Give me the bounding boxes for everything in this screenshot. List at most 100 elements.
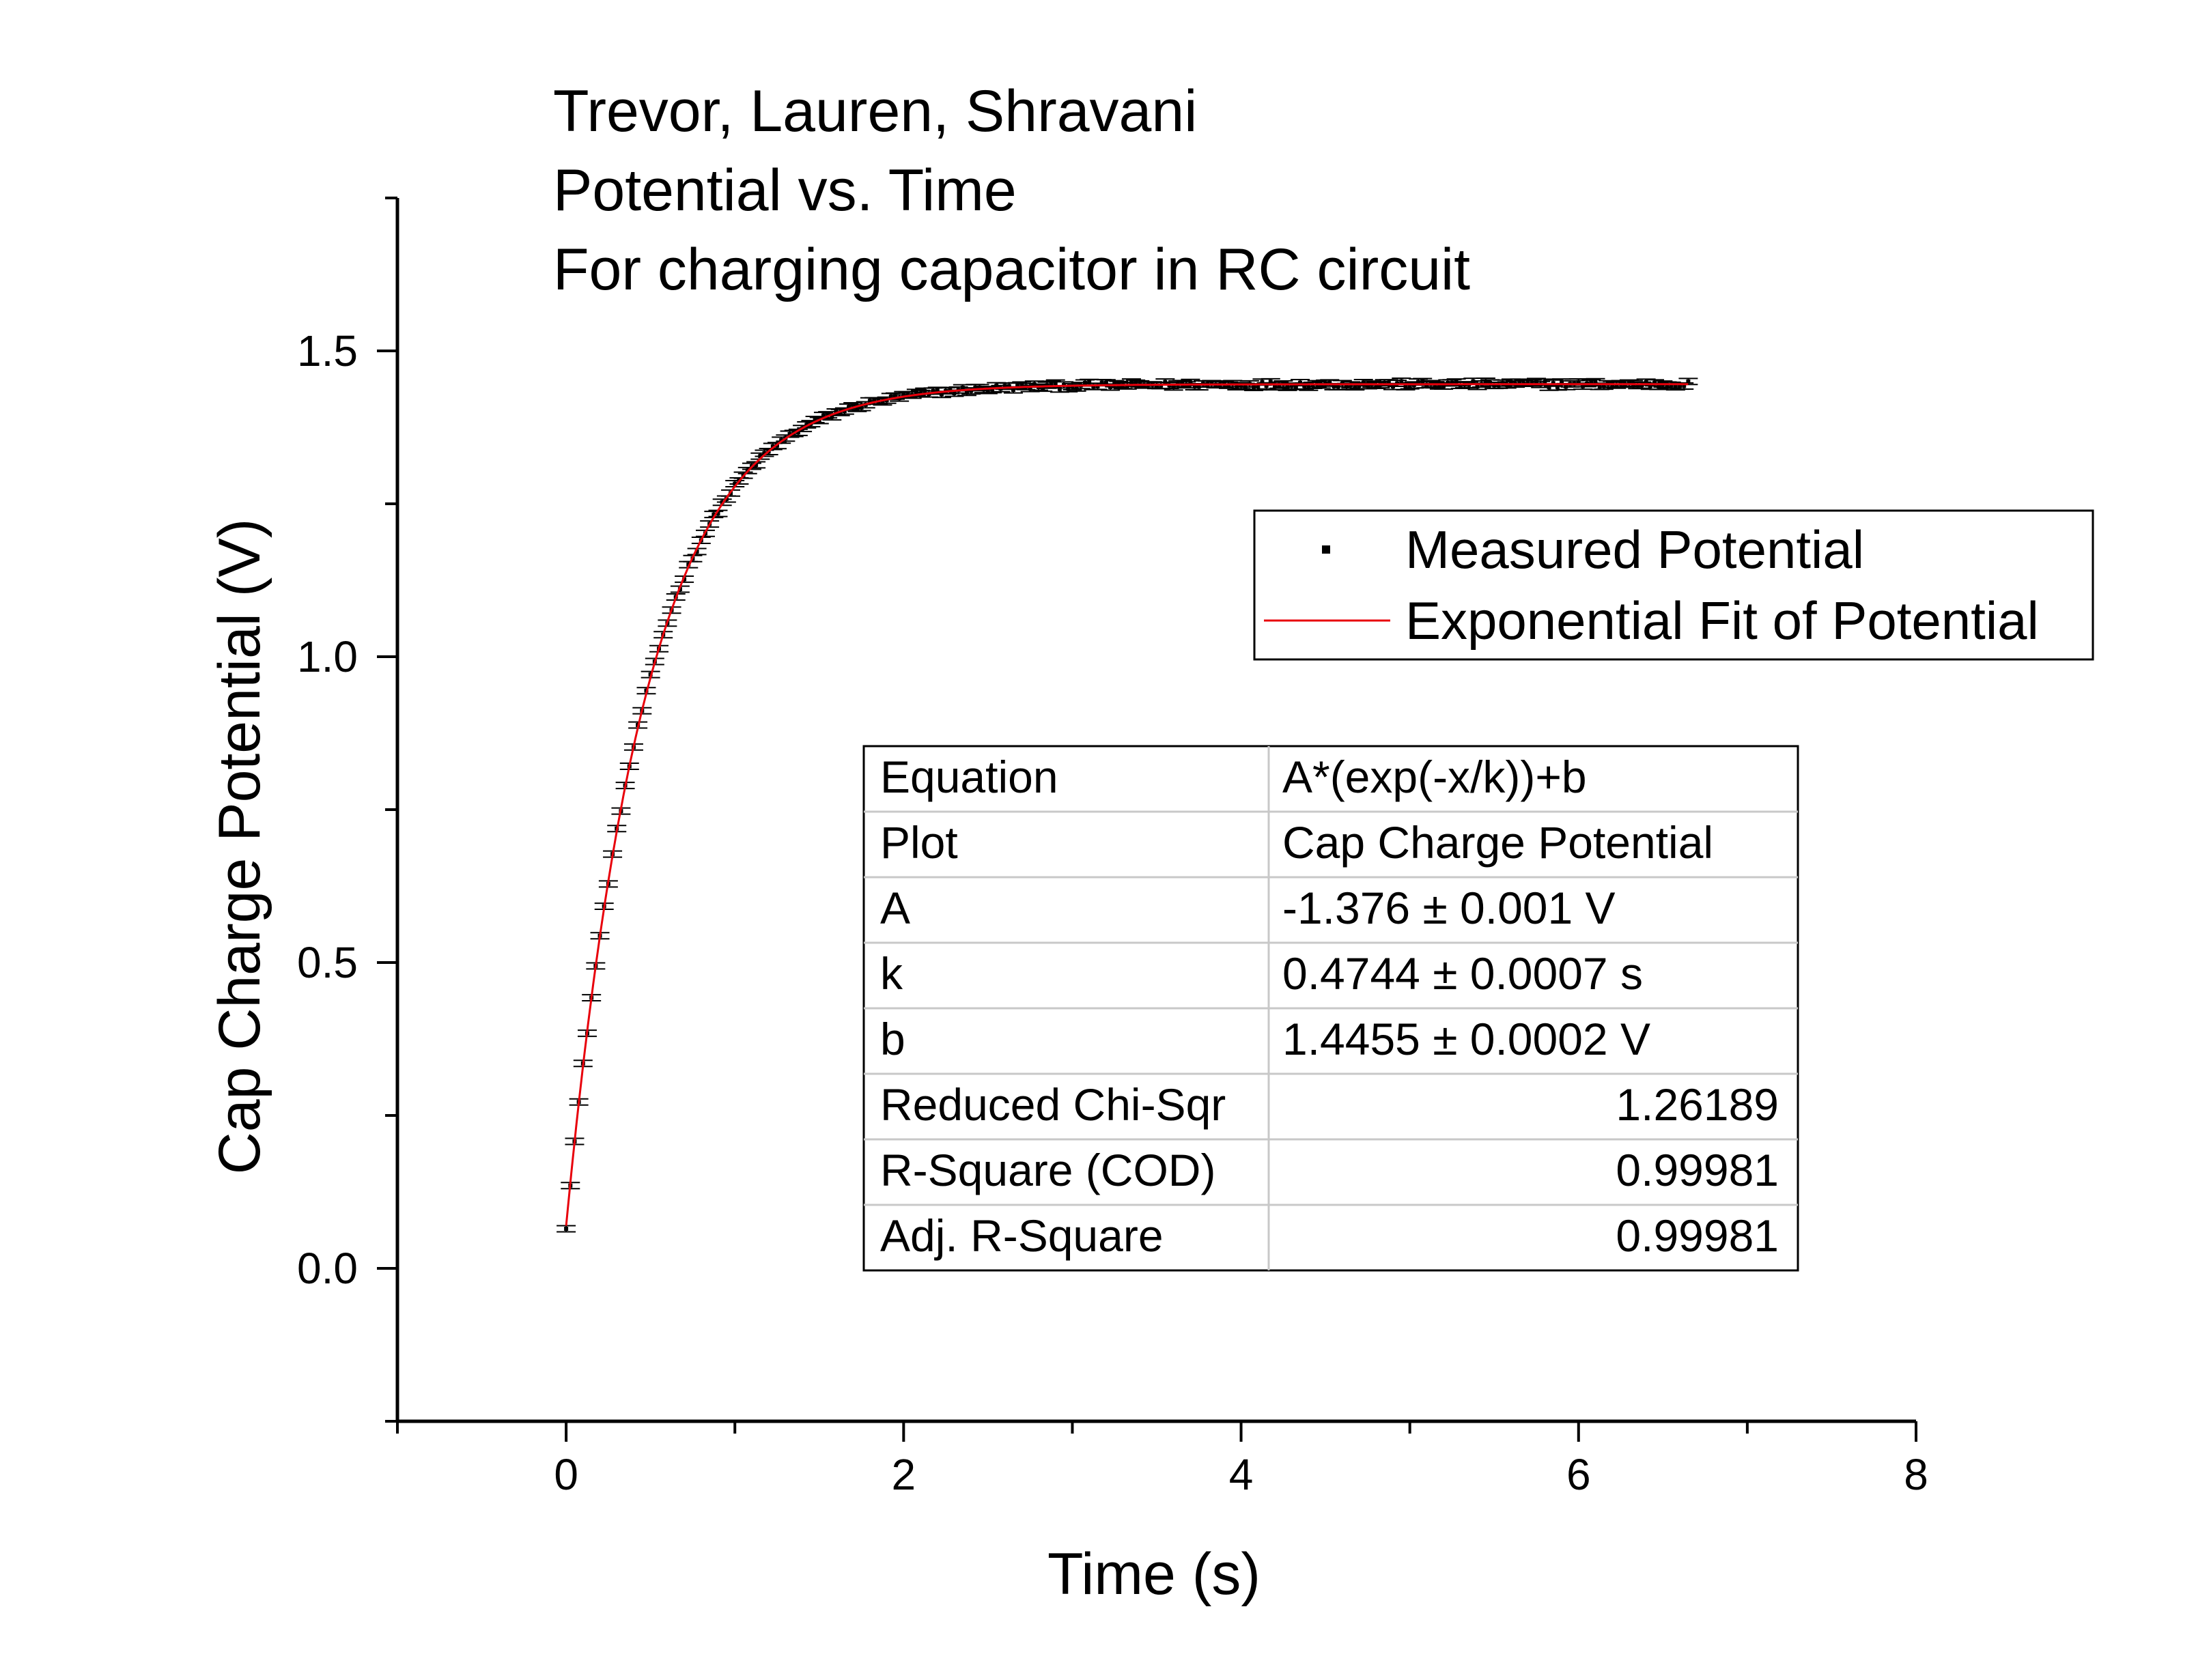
point-marker xyxy=(1285,385,1290,390)
point-marker xyxy=(1002,384,1007,388)
table-row: Equation A*(exp(-x/k))+b xyxy=(880,752,1587,802)
point-marker xyxy=(1403,384,1408,389)
point-marker xyxy=(1530,380,1534,385)
point-marker xyxy=(1011,388,1015,393)
table-row: Plot Cap Charge Potential xyxy=(880,817,1713,868)
table-row: R-Square (COD) 0.99981 xyxy=(880,1145,1779,1195)
x-tick-label: 4 xyxy=(1229,1450,1254,1499)
table-cell-label: A xyxy=(880,883,910,933)
point-marker xyxy=(1293,384,1298,389)
point-marker xyxy=(796,430,800,435)
point-marker xyxy=(888,394,893,399)
legend-label-measured: Measured Potential xyxy=(1405,519,1864,580)
point-marker xyxy=(1134,381,1138,386)
point-marker xyxy=(973,385,978,390)
axes: 0 2 4 6 8 0.0 0.5 1.0 1.5 xyxy=(297,197,1928,1499)
point-marker xyxy=(892,394,897,399)
point-marker xyxy=(1365,383,1370,388)
point-marker xyxy=(935,388,940,393)
point-marker xyxy=(754,462,759,467)
point-marker xyxy=(867,399,872,403)
series-exponential-fit xyxy=(565,383,1689,1226)
series-measured-potential xyxy=(557,377,1698,1233)
point-marker xyxy=(1188,380,1193,385)
point-marker xyxy=(1483,379,1488,384)
point-marker xyxy=(813,417,817,422)
point-marker xyxy=(1353,384,1357,389)
point-marker xyxy=(1239,383,1243,388)
point-marker xyxy=(1678,384,1683,388)
point-marker xyxy=(1112,382,1117,386)
point-marker xyxy=(1508,380,1513,384)
y-axis-title: Cap Charge Potential (V) xyxy=(207,519,272,1175)
point-marker xyxy=(716,511,720,516)
point-marker xyxy=(564,1227,569,1231)
table-cell-value: -1.376 ± 0.001 V xyxy=(1282,883,1616,933)
table-row: b 1.4455 ± 0.0002 V xyxy=(880,1014,1650,1064)
point-marker xyxy=(1264,384,1269,388)
point-marker xyxy=(1446,380,1450,385)
point-marker xyxy=(1302,384,1307,388)
point-marker xyxy=(1099,380,1104,385)
point-marker xyxy=(787,431,792,436)
x-tick-label: 2 xyxy=(892,1450,916,1499)
x-axis-title: Time (s) xyxy=(1047,1541,1261,1607)
point-marker xyxy=(1551,381,1556,386)
table-row: k 0.4744 ± 0.0007 s xyxy=(880,948,1643,999)
point-marker xyxy=(1260,380,1265,384)
point-marker xyxy=(1682,384,1687,388)
point-marker xyxy=(901,393,906,397)
point-marker xyxy=(1686,379,1691,384)
point-marker xyxy=(1066,386,1071,391)
title-line-3: For charging capacitor in RC circuit xyxy=(553,237,1470,302)
point-marker xyxy=(834,410,839,414)
point-marker xyxy=(1045,383,1050,388)
point-marker xyxy=(1180,381,1185,386)
y-tick-label: 1.0 xyxy=(297,632,358,681)
title-line-2: Potential vs. Time xyxy=(553,158,1017,223)
point-marker xyxy=(821,413,826,418)
point-marker xyxy=(914,390,918,395)
point-marker xyxy=(1386,380,1391,385)
point-marker xyxy=(990,387,995,392)
table-cell-value: A*(exp(-x/k))+b xyxy=(1282,752,1587,802)
table-cell-value: 0.99981 xyxy=(1616,1145,1779,1195)
point-marker xyxy=(872,399,877,403)
point-marker xyxy=(1458,383,1463,388)
legend-box xyxy=(1253,509,2094,661)
point-marker xyxy=(694,549,699,554)
table-cell-label: Reduced Chi-Sqr xyxy=(880,1079,1226,1130)
point-marker xyxy=(1310,383,1315,388)
table-row: Adj. R-Square 0.99981 xyxy=(880,1210,1779,1261)
point-marker xyxy=(880,399,885,404)
y-tick-label: 0.0 xyxy=(297,1244,358,1293)
point-marker xyxy=(830,414,834,419)
x-tick-label: 8 xyxy=(1904,1450,1928,1499)
point-marker xyxy=(1601,384,1606,388)
table-cell-value: 1.26189 xyxy=(1616,1079,1779,1130)
point-marker xyxy=(1091,384,1096,389)
point-marker xyxy=(779,438,784,442)
chart-title: Trevor, Lauren, Shravani Potential vs. T… xyxy=(553,79,1470,302)
table-cell-label: k xyxy=(880,948,903,999)
point-marker xyxy=(1555,384,1560,389)
point-marker xyxy=(1129,380,1134,384)
x-tick-label: 6 xyxy=(1566,1450,1591,1499)
legend: Measured Potential Exponential Fit of Po… xyxy=(1253,509,2094,661)
point-marker xyxy=(1049,382,1054,386)
point-marker xyxy=(1399,379,1404,384)
table-cell-label: Equation xyxy=(880,752,1058,802)
point-marker xyxy=(1500,381,1505,386)
point-marker xyxy=(1496,383,1501,388)
point-marker xyxy=(1015,384,1020,388)
point-marker xyxy=(965,390,969,395)
point-marker xyxy=(1087,380,1092,385)
table-row: A -1.376 ± 0.001 V xyxy=(880,883,1616,933)
legend-label-fit: Exponential Fit of Potential xyxy=(1405,590,2039,651)
point-marker xyxy=(1543,380,1547,384)
data-point xyxy=(557,1225,576,1233)
point-marker xyxy=(770,444,775,449)
point-marker xyxy=(1053,381,1058,386)
point-marker xyxy=(1576,380,1581,384)
table-cell-label: R-Square (COD) xyxy=(880,1145,1215,1195)
